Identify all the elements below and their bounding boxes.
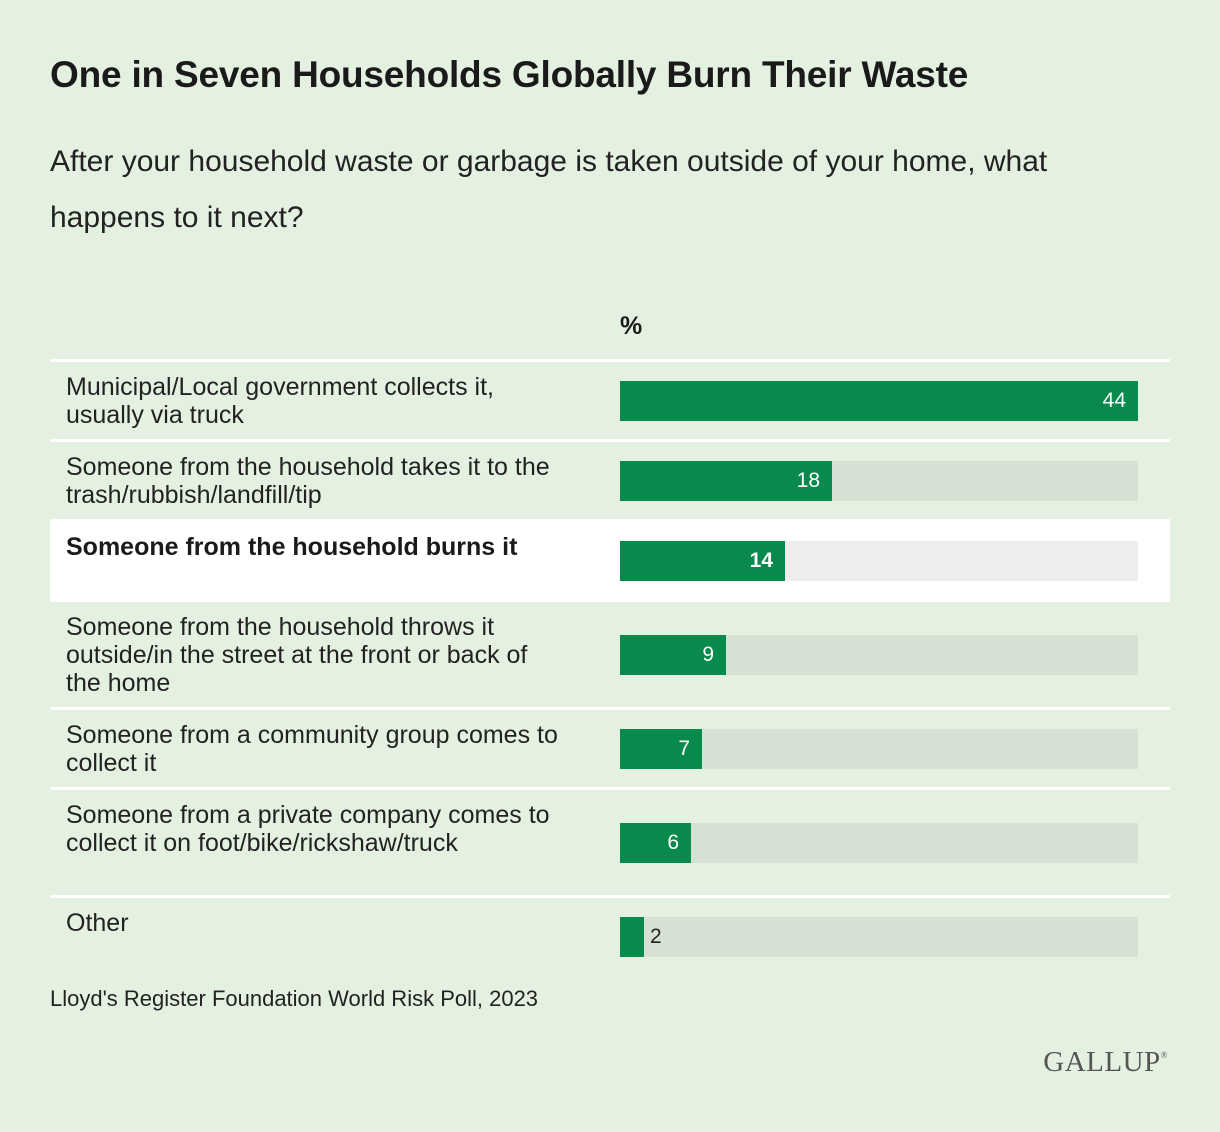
bar-track: 7: [620, 728, 1138, 769]
bar-row: Someone from a community group comes to …: [50, 707, 1170, 787]
bar-track: 18: [620, 460, 1138, 501]
chart-subtitle: After your household waste or garbage is…: [50, 145, 1048, 234]
bar-row: Someone from a private company comes to …: [50, 787, 1170, 895]
bar-row: Municipal/Local government collects it, …: [50, 359, 1170, 439]
bar-track: 44: [620, 380, 1138, 421]
bar-track: 14: [620, 540, 1138, 581]
bar-value-label: 7: [678, 736, 690, 760]
bar-value-label: 2: [650, 924, 662, 948]
category-label: Someone from a community group comes to …: [66, 720, 558, 777]
category-label: Someone from the household burns it: [66, 532, 518, 561]
bar-value-label: 14: [749, 548, 773, 572]
percent-column-header: %: [620, 312, 643, 340]
bar-track: 6: [620, 822, 1138, 863]
bar-row: Someone from the household takes it to t…: [50, 439, 1170, 519]
bar-value-label: 9: [702, 642, 714, 666]
bar-row: Other 2: [50, 895, 1170, 975]
chart-title: One in Seven Households Globally Burn Th…: [50, 54, 969, 95]
bar-value-label: 44: [1102, 388, 1126, 412]
category-label: Someone from the household throws it out…: [66, 612, 528, 697]
bar-track: 9: [620, 634, 1138, 675]
bar-track: 2: [620, 916, 1138, 957]
bar: [620, 728, 702, 769]
bar: [620, 634, 726, 675]
bar-chart: Municipal/Local government collects it, …: [50, 359, 1170, 975]
bar: [620, 460, 832, 501]
bar: [620, 916, 644, 957]
bar: [620, 540, 785, 581]
category-label: Other: [66, 908, 129, 937]
bar-value-label: 6: [667, 830, 679, 854]
gallup-logo: GALLUP®: [1043, 1046, 1168, 1078]
bar-row: Someone from the household burns it 14: [50, 519, 1170, 599]
bar-row: Someone from the household throws it out…: [50, 599, 1170, 707]
category-label: Someone from a private company comes to …: [66, 800, 550, 857]
source-note: Lloyd's Register Foundation World Risk P…: [50, 986, 539, 1011]
bar: [620, 380, 1138, 421]
category-label: Someone from the household takes it to t…: [66, 452, 550, 509]
bar-value-label: 18: [796, 468, 820, 492]
category-label: Municipal/Local government collects it, …: [66, 372, 494, 429]
bar: [620, 822, 691, 863]
